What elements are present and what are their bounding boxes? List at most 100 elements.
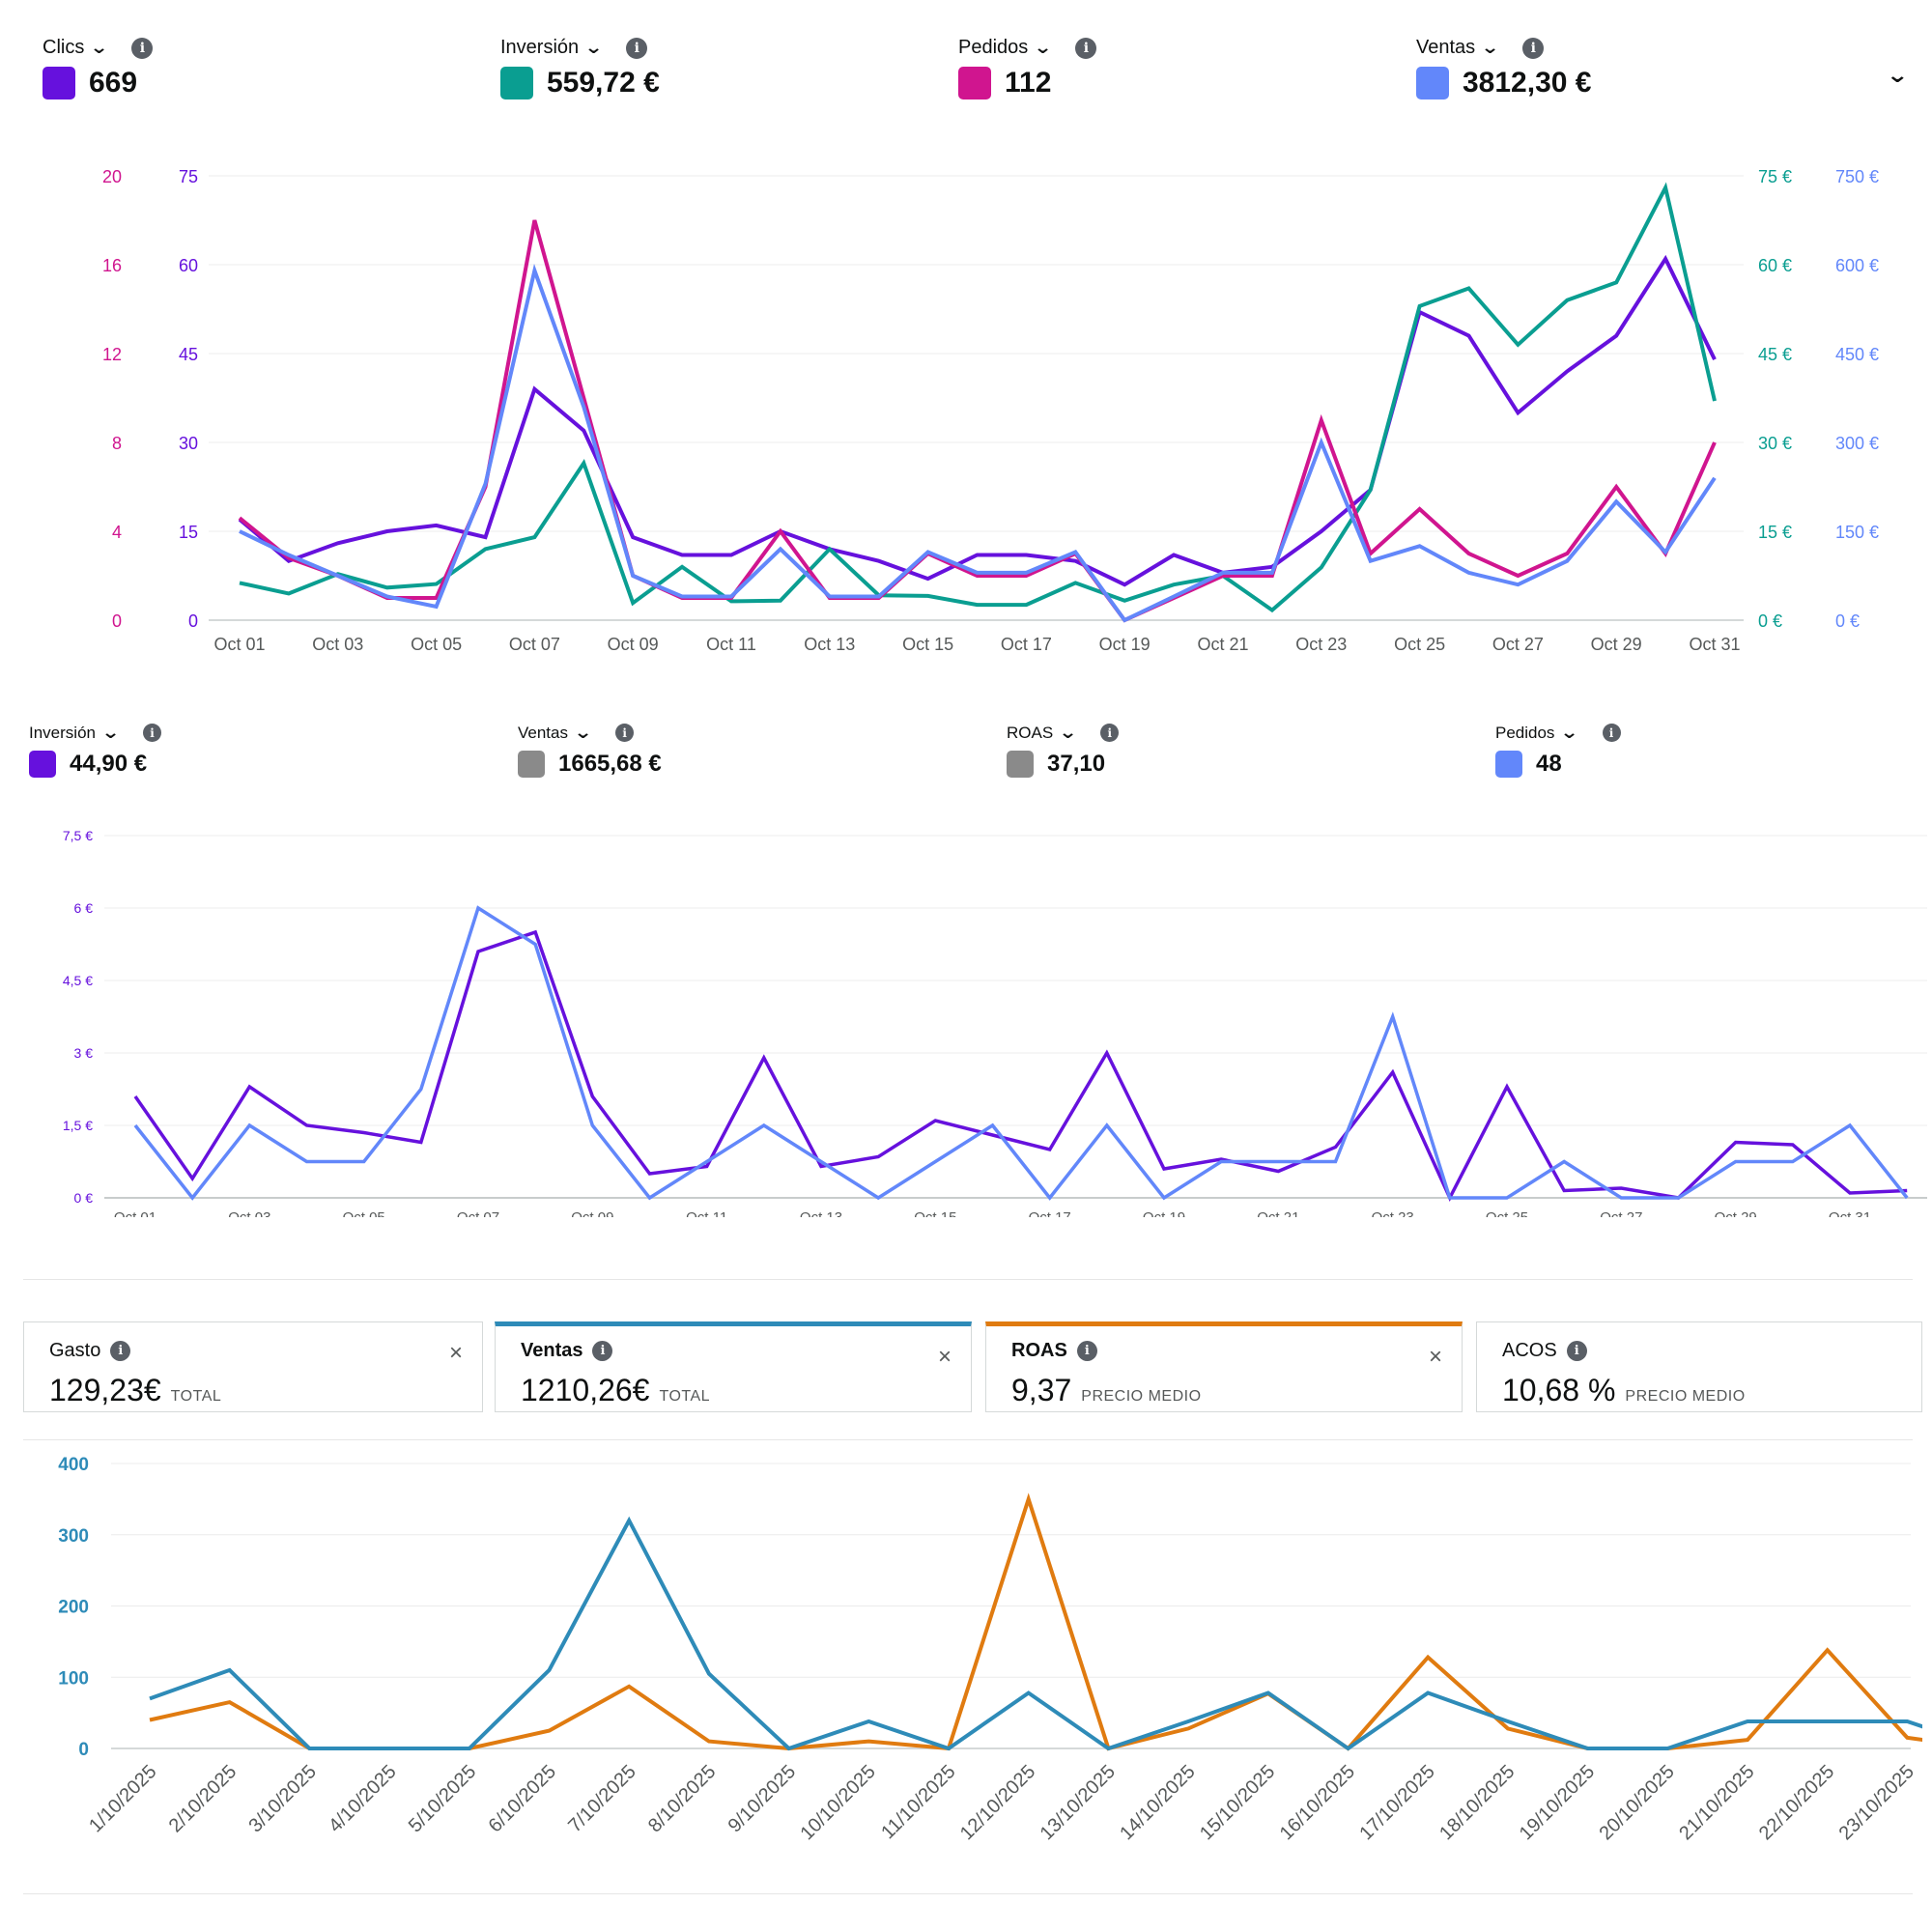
info-icon[interactable]: i bbox=[1602, 724, 1621, 742]
metric-selector[interactable]: Inversión ⌄ i bbox=[500, 37, 660, 59]
y-tick-label-pedidos: 16 bbox=[102, 256, 122, 275]
info-icon[interactable]: i bbox=[626, 37, 648, 59]
x-tick-label: 11/10/2025 bbox=[877, 1761, 959, 1843]
chevron-down-icon[interactable]: ⌄ bbox=[100, 723, 121, 742]
x-tick-label: 13/10/2025 bbox=[1037, 1761, 1120, 1844]
x-tick-label: Oct 19 bbox=[1143, 1209, 1185, 1217]
series-line-inversión bbox=[133, 929, 1908, 1203]
info-icon[interactable]: i bbox=[1076, 1341, 1097, 1361]
y-tick-label-inversion: 60 € bbox=[1758, 256, 1792, 275]
x-tick-label: 2/10/2025 bbox=[165, 1761, 241, 1836]
chevron-down-icon[interactable]: ⌄ bbox=[573, 723, 593, 742]
metric-card-gasto[interactable]: Gasto i × 129,23€ TOTAL bbox=[23, 1321, 483, 1412]
x-tick-label: 19/10/2025 bbox=[1516, 1761, 1599, 1844]
x-tick-label: Oct 11 bbox=[686, 1209, 727, 1217]
info-icon[interactable]: i bbox=[143, 724, 162, 742]
metric-value: 48 bbox=[1536, 751, 1562, 777]
metric-ventas[interactable]: Ventas ⌄ i 1665,68 € bbox=[518, 723, 662, 778]
metric-ventas[interactable]: Ventas ⌄ i 3812,30 € bbox=[1416, 37, 1591, 99]
y-tick-label: 200 bbox=[58, 1598, 89, 1618]
series-line-pedidos bbox=[133, 905, 1909, 1201]
x-tick-label: 23/10/2025 bbox=[1835, 1761, 1918, 1844]
metric-clics[interactable]: Clics ⌄ i 669 bbox=[43, 37, 154, 99]
metric-selector[interactable]: Clics ⌄ i bbox=[43, 37, 154, 59]
card-unit: TOTAL bbox=[659, 1388, 711, 1405]
metric-selector[interactable]: Pedidos ⌄ i bbox=[1495, 723, 1621, 743]
y-tick-label: 1,5 € bbox=[63, 1118, 93, 1133]
metric-value: 37,10 bbox=[1047, 751, 1106, 777]
x-tick-label: 10/10/2025 bbox=[796, 1761, 879, 1844]
color-swatch bbox=[1007, 751, 1034, 778]
x-tick-label: 1/10/2025 bbox=[85, 1761, 160, 1836]
close-icon[interactable]: × bbox=[937, 1344, 952, 1370]
y-tick-label-clics: 15 bbox=[179, 523, 198, 542]
chevron-down-icon[interactable]: ⌄ bbox=[1480, 38, 1500, 57]
x-tick-label: Oct 31 bbox=[1829, 1209, 1871, 1217]
chevron-down-icon[interactable]: ⌄ bbox=[1034, 38, 1053, 57]
y-tick-label: 0 € bbox=[74, 1190, 94, 1206]
metric-pedidos[interactable]: Pedidos ⌄ i 48 bbox=[1495, 723, 1621, 778]
x-tick-label: Oct 29 bbox=[1591, 635, 1642, 654]
x-tick-label: Oct 13 bbox=[804, 635, 855, 654]
info-icon[interactable]: i bbox=[1566, 1341, 1587, 1361]
x-tick-label: 3/10/2025 bbox=[244, 1761, 320, 1836]
chevron-down-icon[interactable]: ⌄ bbox=[90, 38, 109, 57]
card-value: 9,37 bbox=[1011, 1373, 1072, 1407]
close-icon[interactable]: × bbox=[448, 1340, 463, 1366]
metric-pedidos[interactable]: Pedidos ⌄ i 112 bbox=[958, 37, 1097, 99]
metric-label: Clics bbox=[43, 37, 85, 58]
metric-roas[interactable]: ROAS ⌄ i 37,10 bbox=[1007, 723, 1120, 778]
chevron-down-icon[interactable]: ⌄ bbox=[583, 38, 604, 57]
metric-inversion[interactable]: Inversión ⌄ i 44,90 € bbox=[29, 723, 162, 778]
metric-selector[interactable]: Inversión ⌄ i bbox=[29, 723, 162, 743]
x-tick-label: Oct 03 bbox=[228, 1209, 270, 1217]
x-tick-label: Oct 13 bbox=[800, 1209, 842, 1217]
metric-label: Ventas bbox=[1416, 37, 1476, 58]
x-tick-label: Oct 17 bbox=[1029, 1209, 1071, 1217]
y-tick-label-pedidos: 0 bbox=[112, 611, 122, 631]
info-icon[interactable]: i bbox=[1100, 724, 1120, 742]
metric-selector[interactable]: Pedidos ⌄ i bbox=[958, 37, 1097, 59]
card-value: 129,23€ bbox=[49, 1373, 161, 1407]
card-label: ROAS bbox=[1011, 1340, 1067, 1361]
metric-selector[interactable]: ROAS ⌄ i bbox=[1007, 723, 1120, 743]
metric-inversion[interactable]: Inversión ⌄ i 559,72 € bbox=[500, 37, 660, 99]
x-tick-label: 4/10/2025 bbox=[325, 1761, 400, 1836]
metric-value: 1665,68 € bbox=[558, 751, 662, 777]
x-tick-label: Oct 21 bbox=[1197, 635, 1248, 654]
y-tick-label-ventas: 750 € bbox=[1835, 167, 1879, 186]
y-tick-label: 100 bbox=[58, 1668, 89, 1689]
y-tick-label: 6 € bbox=[74, 900, 94, 916]
info-icon[interactable]: i bbox=[615, 724, 635, 742]
metric-card-ventas[interactable]: Ventas i × 1210,26€ TOTAL bbox=[495, 1321, 972, 1412]
color-swatch bbox=[518, 751, 545, 778]
metric-selector[interactable]: Ventas ⌄ i bbox=[1416, 37, 1591, 59]
metric-card-roas[interactable]: ROAS i × 9,37 PRECIO MEDIO bbox=[985, 1321, 1463, 1412]
info-icon[interactable]: i bbox=[592, 1341, 613, 1361]
x-tick-label: Oct 09 bbox=[608, 635, 659, 654]
chevron-down-icon[interactable]: ⌄ bbox=[1560, 723, 1579, 742]
x-tick-label: Oct 23 bbox=[1295, 635, 1347, 654]
info-icon[interactable]: i bbox=[131, 37, 154, 59]
x-tick-label: 18/10/2025 bbox=[1435, 1761, 1519, 1844]
metric-value: 669 bbox=[89, 67, 138, 99]
close-icon[interactable]: × bbox=[1428, 1344, 1442, 1370]
y-tick-label-pedidos: 4 bbox=[112, 523, 122, 542]
chevron-down-icon[interactable]: ⌄ bbox=[1058, 723, 1078, 742]
x-tick-label: Oct 01 bbox=[213, 635, 265, 654]
x-tick-label: 7/10/2025 bbox=[564, 1761, 639, 1836]
x-tick-label: Oct 05 bbox=[411, 635, 462, 654]
x-tick-label: Oct 03 bbox=[312, 635, 363, 654]
info-icon[interactable]: i bbox=[1075, 37, 1097, 59]
metric-selector[interactable]: Ventas ⌄ i bbox=[518, 723, 662, 743]
y-tick-label-clics: 75 bbox=[179, 167, 198, 186]
metric-card-acos[interactable]: ACOS i 10,68 % PRECIO MEDIO bbox=[1476, 1321, 1922, 1412]
card-unit: TOTAL bbox=[170, 1388, 222, 1405]
collapse-chevron-icon[interactable]: ⌄ bbox=[1886, 63, 1910, 87]
card-label: ACOS bbox=[1502, 1340, 1557, 1361]
y-tick-label: 7,5 € bbox=[63, 828, 93, 843]
info-icon[interactable]: i bbox=[1522, 37, 1545, 59]
info-icon[interactable]: i bbox=[110, 1341, 131, 1361]
y-tick-label-ventas: 0 € bbox=[1835, 611, 1860, 631]
